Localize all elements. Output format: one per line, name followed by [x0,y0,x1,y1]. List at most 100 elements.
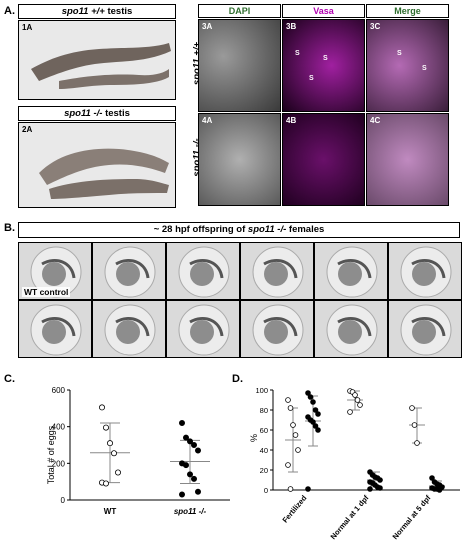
yolk [42,320,66,344]
panel-b-title: ~ 28 hpf offspring of spo11 -/- females [18,222,460,238]
c-point [186,438,193,445]
s-mark: S [397,50,402,57]
yolk [116,320,140,344]
d-point [377,485,383,491]
yolk [338,262,362,286]
d-point [377,477,383,483]
d-point [367,486,373,492]
c-point [194,488,201,495]
embryo-grid [18,242,462,358]
tile-4b-label: 4B [286,116,297,125]
d-point [436,487,443,493]
yolk [264,262,288,286]
embryo-image [18,300,92,358]
embryo-body [115,259,150,279]
embryo-drawing [30,304,82,356]
embryo-image [92,300,166,358]
yolk [412,320,436,344]
d-point [287,486,294,492]
panel-b-title-suffix: females [286,224,325,235]
d-point [411,422,418,428]
embryo-image [92,242,166,300]
mut-testis-shape [39,148,169,199]
d-point [315,411,321,417]
c-ytick-label: 600 [52,386,66,395]
channel-vasa: Vasa [282,4,365,18]
c-xtick-label: spo11 -/- [174,507,207,516]
sublabel-2a: 2A [22,125,33,134]
c-point [111,450,118,457]
d-point [310,399,316,405]
yolk [116,262,140,286]
embryo-drawing [30,246,82,298]
d-ytick-label: 20 [260,466,268,475]
tile-3c-label: 3C [370,22,381,31]
c-point [103,480,110,487]
tile-3a: 3A [198,19,281,112]
embryo-body [41,259,76,279]
d-xtick-label: Normal at 5 dpf [391,493,433,541]
embryo-body [411,317,446,337]
d-point [310,419,316,425]
yolk [338,320,362,344]
panel-b-letter: B. [4,222,15,234]
embryo-drawing [400,304,452,356]
c-ytick-label: 200 [52,459,66,468]
tile-4c: 4C [366,113,449,206]
mut-genotype: spo11 -/- [64,108,103,119]
c-point [194,447,201,454]
d-point [352,392,358,398]
wt-control-label: WT control [22,287,71,297]
c-point [99,404,106,411]
wt-testis-word: testis [104,6,133,17]
panel-c-letter: C. [4,373,15,385]
d-point [305,390,311,396]
embryo-image [166,300,240,358]
tile-3c: 3C S S [366,19,449,112]
embryo-drawing [252,304,304,356]
embryo-drawing [104,304,156,356]
c-point [186,471,193,478]
tile-4c-label: 4C [370,116,381,125]
tile-3b-label: 3B [286,22,297,31]
panel-d-letter: D. [232,373,243,385]
mut-testis-title: spo11 -/- testis [18,106,176,121]
d-point [307,394,314,400]
yolk [42,262,66,286]
d-point [414,440,420,446]
embryo-drawing [104,246,156,298]
embryo-body [189,259,224,279]
chart-c: Total # of eggs 0 200 400 600 WT spo11 -/- [46,386,230,516]
embryo-image [388,242,462,300]
d-point [429,475,435,481]
embryo-image [314,300,388,358]
yolk [412,262,436,286]
embryo-body [263,317,298,337]
tile-4b: 4B [282,113,365,206]
tile-4a: 4A [198,113,281,206]
c-point [103,424,110,431]
embryo-drawing [178,246,230,298]
d-point [409,405,415,411]
s-mark: S [309,75,314,82]
d-ytick-label: 60 [260,426,268,435]
d-point [347,409,353,415]
d-point [312,407,319,413]
d-point [290,422,296,428]
panel-b-title-genotype: spo11 -/- [247,224,287,235]
d-ytick-label: 0 [264,486,268,495]
c-point [190,442,197,449]
panel-b-title-prefix: ~ 28 hpf offspring of [153,224,248,235]
c-point [178,420,185,427]
embryo-body [115,317,150,337]
d-point [295,447,301,453]
embryo-image [166,242,240,300]
d-point [305,486,311,492]
d-point [315,427,321,433]
wt-testis-title: spo11 +/+ testis [18,4,176,19]
embryo-image [240,242,314,300]
c-point [190,475,197,482]
chart-d: % 0 20 40 60 80 100 Fertilized Normal at 1 dpf N… [249,386,460,541]
tile-4a-label: 4A [202,116,213,125]
embryo-drawing [252,246,304,298]
